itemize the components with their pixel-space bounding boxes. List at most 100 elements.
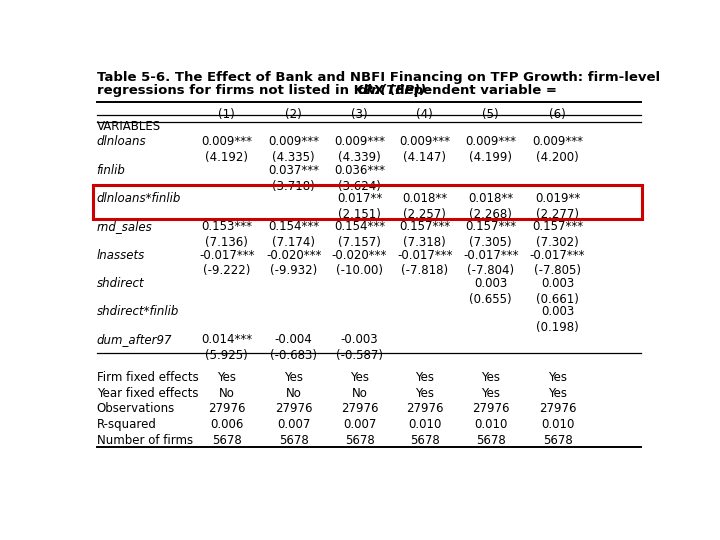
Text: Yes: Yes — [415, 371, 434, 384]
Text: Yes: Yes — [284, 371, 303, 384]
Text: regressions for firms not listed in KRX (dependent variable =: regressions for firms not listed in KRX … — [96, 84, 561, 97]
Text: (2.257): (2.257) — [403, 208, 446, 221]
Text: (2): (2) — [285, 109, 302, 122]
Text: 0.157***: 0.157*** — [465, 220, 516, 233]
Text: (4.147): (4.147) — [403, 151, 446, 164]
Text: (0.198): (0.198) — [536, 321, 579, 334]
Text: 27976: 27976 — [406, 402, 444, 415]
Text: No: No — [219, 387, 235, 400]
Text: rnd_sales: rnd_sales — [96, 220, 153, 233]
Text: (4.335): (4.335) — [272, 151, 315, 164]
Text: (7.174): (7.174) — [272, 236, 315, 249]
Text: (2.151): (2.151) — [338, 208, 381, 221]
Text: finlib: finlib — [96, 164, 125, 177]
Text: (0.655): (0.655) — [469, 293, 512, 306]
Text: Yes: Yes — [350, 371, 369, 384]
Text: 5678: 5678 — [279, 434, 309, 447]
Text: 0.157***: 0.157*** — [399, 220, 451, 233]
Text: 5678: 5678 — [345, 434, 374, 447]
Text: Table 5-6. The Effect of Bank and NBFI Financing on TFP Growth: firm-level: Table 5-6. The Effect of Bank and NBFI F… — [96, 71, 660, 84]
Text: dum_after97: dum_after97 — [96, 333, 172, 346]
Text: 0.009***: 0.009*** — [334, 136, 385, 148]
Text: Yes: Yes — [481, 387, 500, 400]
Text: 0.036***: 0.036*** — [334, 164, 385, 177]
Text: (7.157): (7.157) — [338, 236, 381, 249]
Text: 5678: 5678 — [543, 434, 572, 447]
Text: shdirect: shdirect — [96, 277, 144, 290]
Text: 27976: 27976 — [539, 402, 576, 415]
Text: 0.009***: 0.009*** — [400, 136, 450, 148]
Text: -0.017***: -0.017*** — [397, 248, 453, 261]
Text: 0.018**: 0.018** — [402, 192, 447, 205]
Text: No: No — [351, 387, 367, 400]
Text: -0.017***: -0.017*** — [199, 248, 254, 261]
Text: 0.153***: 0.153*** — [201, 220, 252, 233]
Text: dlnloans*finlib: dlnloans*finlib — [96, 192, 181, 205]
Text: -0.017***: -0.017*** — [530, 248, 585, 261]
Text: (0.661): (0.661) — [536, 293, 579, 306]
Text: 5678: 5678 — [212, 434, 242, 447]
Text: (4.339): (4.339) — [338, 151, 381, 164]
Text: 0.007: 0.007 — [277, 418, 310, 431]
Text: 5678: 5678 — [410, 434, 440, 447]
Text: 27976: 27976 — [208, 402, 246, 415]
Text: VARIABLES: VARIABLES — [96, 120, 161, 133]
Text: (3.624): (3.624) — [338, 180, 381, 193]
Text: lnassets: lnassets — [96, 248, 145, 261]
Text: 0.014***: 0.014*** — [201, 333, 252, 346]
Text: -0.003: -0.003 — [341, 333, 378, 346]
Text: (5): (5) — [482, 109, 499, 122]
Text: (5.925): (5.925) — [205, 349, 248, 362]
Text: Number of firms: Number of firms — [96, 434, 193, 447]
Text: Yes: Yes — [481, 371, 500, 384]
Text: (3.718): (3.718) — [272, 180, 315, 193]
Text: (7.318): (7.318) — [403, 236, 446, 249]
Text: (-10.00): (-10.00) — [336, 265, 383, 278]
Text: (-7.818): (-7.818) — [401, 265, 449, 278]
Text: (1): (1) — [218, 109, 235, 122]
Text: Yes: Yes — [217, 371, 236, 384]
Text: 0.003: 0.003 — [541, 305, 575, 318]
Text: 0.003: 0.003 — [541, 277, 575, 290]
Text: 0.157***: 0.157*** — [532, 220, 583, 233]
Text: 0.154***: 0.154*** — [268, 220, 319, 233]
Text: 0.017**: 0.017** — [337, 192, 382, 205]
Text: Observations: Observations — [96, 402, 175, 415]
Text: No: No — [286, 387, 302, 400]
Text: -0.020***: -0.020*** — [266, 248, 321, 261]
Text: Firm fixed effects: Firm fixed effects — [96, 371, 199, 384]
Text: (-7.805): (-7.805) — [534, 265, 581, 278]
Text: -0.004: -0.004 — [275, 333, 312, 346]
Text: 27976: 27976 — [275, 402, 312, 415]
Text: (-0.683): (-0.683) — [270, 349, 318, 362]
Text: (2.277): (2.277) — [536, 208, 579, 221]
Text: (4.192): (4.192) — [205, 151, 248, 164]
Text: (3): (3) — [351, 109, 368, 122]
Text: (-0.587): (-0.587) — [336, 349, 383, 362]
Text: -0.020***: -0.020*** — [332, 248, 387, 261]
Text: 0.037***: 0.037*** — [268, 164, 319, 177]
Text: shdirect*finlib: shdirect*finlib — [96, 305, 179, 318]
Text: (4.199): (4.199) — [469, 151, 512, 164]
Text: 0.009***: 0.009*** — [465, 136, 516, 148]
Text: Yes: Yes — [548, 387, 567, 400]
Text: 0.007: 0.007 — [343, 418, 377, 431]
Text: 0.010: 0.010 — [541, 418, 575, 431]
Text: -0.017***: -0.017*** — [463, 248, 518, 261]
Text: Yes: Yes — [415, 387, 434, 400]
Text: 27976: 27976 — [472, 402, 509, 415]
Text: (7.136): (7.136) — [205, 236, 248, 249]
Text: 0.009***: 0.009*** — [201, 136, 252, 148]
Text: 0.010: 0.010 — [474, 418, 508, 431]
Text: (7.302): (7.302) — [536, 236, 579, 249]
Text: 0.003: 0.003 — [474, 277, 508, 290]
Text: 0.019**: 0.019** — [535, 192, 580, 205]
Text: (7.305): (7.305) — [469, 236, 512, 249]
Text: 0.009***: 0.009*** — [268, 136, 319, 148]
Text: 27976: 27976 — [341, 402, 378, 415]
Text: (-9.932): (-9.932) — [270, 265, 318, 278]
Text: 0.009***: 0.009*** — [532, 136, 583, 148]
Text: 5678: 5678 — [476, 434, 505, 447]
Text: (4.200): (4.200) — [536, 151, 579, 164]
Text: (6): (6) — [549, 109, 566, 122]
